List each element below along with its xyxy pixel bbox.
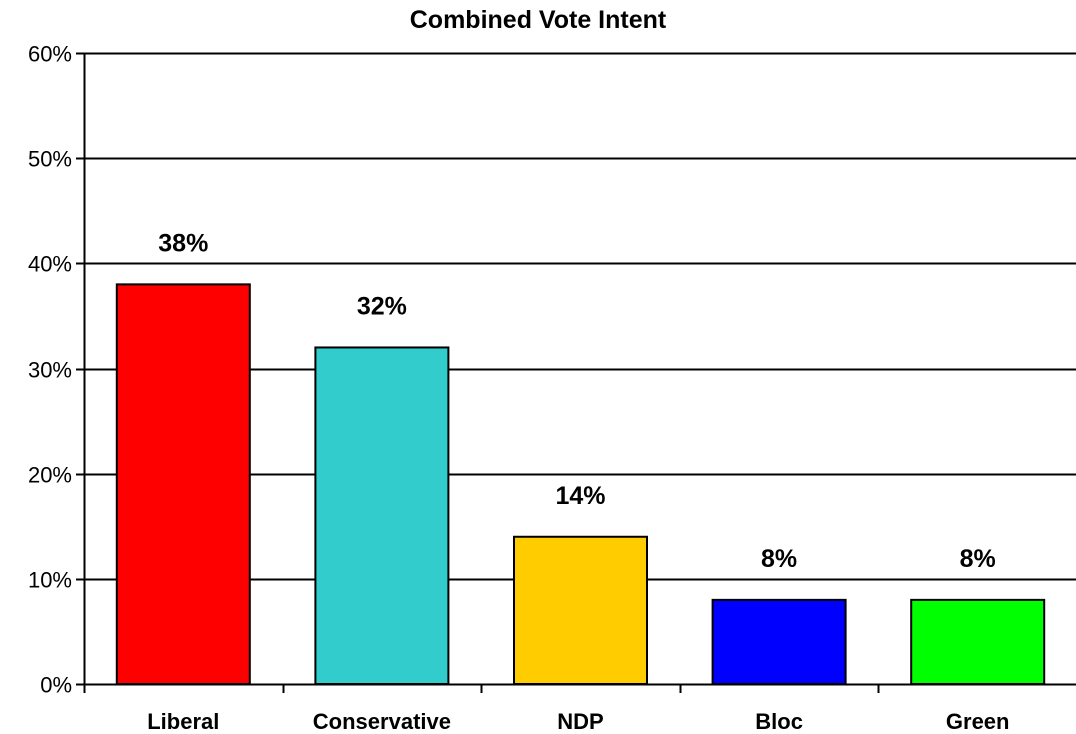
bar-liberal — [115, 283, 251, 685]
chart-title: Combined Vote Intent — [409, 6, 667, 34]
x-tick-label: Liberal — [147, 709, 219, 734]
data-label: 32% — [357, 292, 407, 320]
y-tick-label: 30% — [28, 358, 72, 383]
data-label: 8% — [960, 545, 996, 573]
data-label: 14% — [555, 482, 605, 510]
y-tick-label: 40% — [28, 252, 72, 277]
bar-bloc — [711, 598, 847, 685]
x-tick-label: Green — [946, 709, 1010, 734]
axes — [76, 52, 1076, 693]
bar-green — [910, 598, 1046, 685]
data-label: 38% — [158, 229, 208, 257]
x-tick-label: NDP — [557, 709, 603, 734]
data-label: 8% — [761, 545, 797, 573]
y-tick-label: 60% — [28, 42, 72, 67]
bar-conservative — [314, 346, 450, 685]
bar-ndp — [513, 535, 648, 685]
x-tick-label: Bloc — [755, 709, 803, 734]
y-tick-label: 20% — [28, 463, 72, 488]
y-tick-label: 10% — [28, 568, 72, 593]
y-tick-label: 0% — [40, 673, 72, 698]
x-tick-label: Conservative — [313, 709, 451, 734]
y-tick-label: 50% — [28, 147, 72, 172]
bars — [115, 283, 1046, 685]
labels: 0% 10% 20% 30% 40% 50% 60% 38% Liberal 32% Conserv… — [28, 42, 1010, 734]
